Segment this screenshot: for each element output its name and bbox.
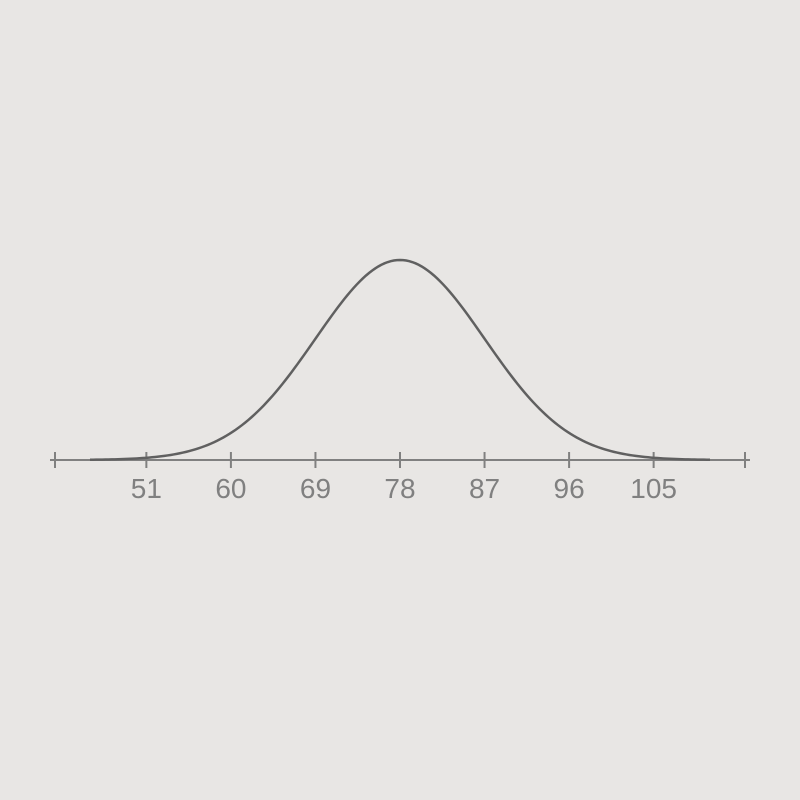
tick-label: 51 <box>131 473 162 504</box>
bell-curve <box>90 260 710 460</box>
tick-label: 105 <box>630 473 677 504</box>
distribution-chart: 51 60 69 78 87 96 105 <box>50 200 750 550</box>
tick-label: 87 <box>469 473 500 504</box>
tick-label: 69 <box>300 473 331 504</box>
chart-svg: 51 60 69 78 87 96 105 <box>50 200 750 550</box>
tick-label: 60 <box>215 473 246 504</box>
tick-label: 96 <box>554 473 585 504</box>
tick-label: 78 <box>384 473 415 504</box>
